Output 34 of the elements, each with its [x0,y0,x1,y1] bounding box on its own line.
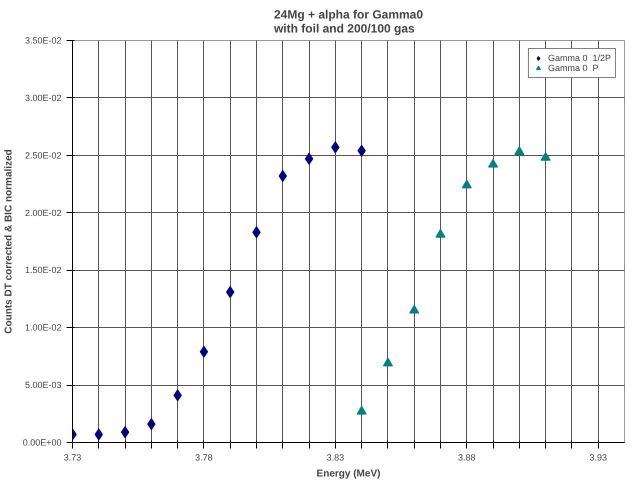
x-axis-title: Energy (MeV) [316,468,380,480]
y-tick-label: 5.00E-03 [24,380,62,390]
y-tick-label: 2.00E-02 [24,208,62,218]
point [488,158,498,168]
point [200,346,208,358]
x-tick-label: 3.93 [589,452,607,462]
x-tick-label: 3.78 [195,452,213,462]
point [147,418,156,430]
legend-label: Gamma 0 P [548,63,598,73]
point [252,226,261,238]
point [120,426,130,438]
x-tick-label: 3.88 [458,452,476,462]
y-tick-label: 1.00E-02 [24,322,62,333]
point [173,389,182,402]
chart-title: 24Mg + alpha for Gamma0 with foil and 200/100 gas [272,8,424,36]
point [540,152,551,161]
point [382,358,393,366]
point [409,304,420,314]
point [331,141,340,154]
y-tick-label: 3.00E-02 [24,92,62,103]
x-tick-label: 3.73 [64,452,82,462]
point [514,146,524,156]
point [304,152,314,165]
point [356,406,367,415]
point [436,228,446,238]
x-tick-label: 3.83 [326,452,344,462]
y-axis-title: Counts DT corrected & BIC normalized [4,149,15,334]
point [462,180,472,188]
legend-label: Gamma 0 1/2P [548,53,611,63]
y-tick-label: 0.00E+00 [22,438,62,448]
y-tick-label: 1.50E-02 [24,265,62,276]
y-tick-label: 3.50E-02 [24,36,62,46]
y-tick-label: 2.50E-02 [24,150,62,160]
point [357,144,366,157]
